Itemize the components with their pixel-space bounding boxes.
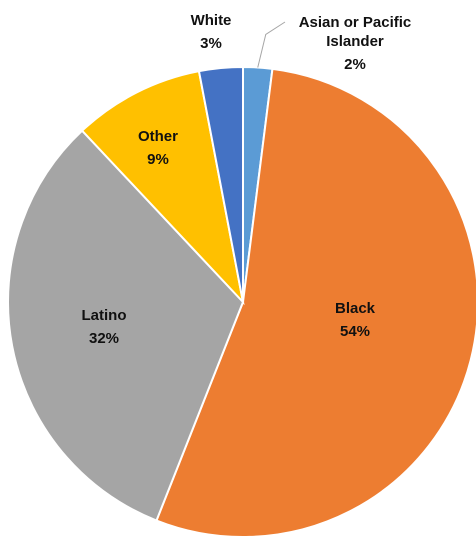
pie-slice-white xyxy=(197,65,244,303)
slice-percent-text: 9% xyxy=(147,151,169,168)
slice-label-asian-or-pacific-islander: Asian or Pacific Islander 2% xyxy=(299,14,412,73)
leader-lines-layer xyxy=(257,21,286,68)
slice-name-text: Other xyxy=(138,128,178,145)
slice-percent-text: 3% xyxy=(200,35,222,52)
slice-label-latino: Latino 32% xyxy=(82,307,127,347)
slice-percent-text: 32% xyxy=(89,330,119,347)
slice-label-white: White 3% xyxy=(191,12,232,52)
slice-percent-text: 2% xyxy=(344,56,366,73)
leader-line xyxy=(257,21,286,68)
pie-slice-other xyxy=(80,69,245,306)
slice-name-text: Asian or Pacific xyxy=(299,14,412,31)
slice-percent-text: 54% xyxy=(340,323,370,340)
slices-layer xyxy=(7,65,476,537)
pie-slice-black xyxy=(155,67,476,537)
slice-name-text: White xyxy=(191,12,232,29)
slice-label-other: Other 9% xyxy=(138,128,178,168)
labels-layer: Asian or Pacific Islander 2% Black 54% Latino… xyxy=(82,12,412,347)
slice-name-text: Islander xyxy=(326,33,384,50)
slice-name-text: Latino xyxy=(82,307,127,324)
slice-label-black: Black 54% xyxy=(335,300,376,340)
pie-slice-latino xyxy=(7,129,245,522)
slice-name-text: Black xyxy=(335,300,376,317)
